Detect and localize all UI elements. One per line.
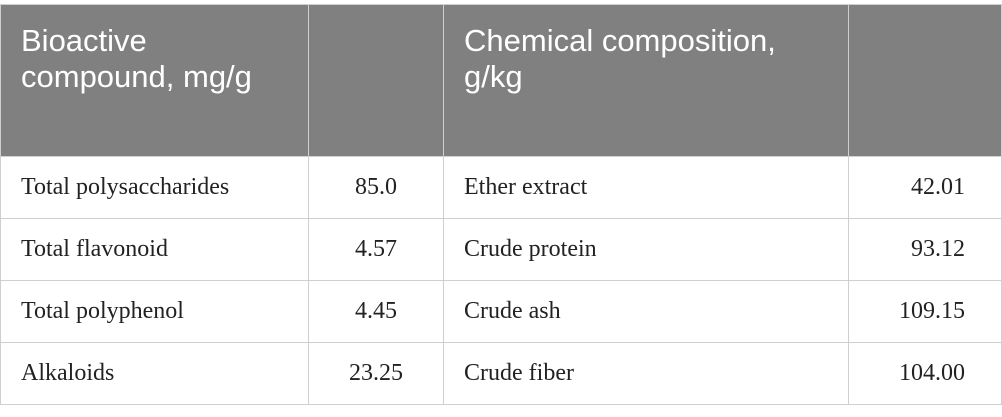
header-cell: Bioactive compound, mg/g	[0, 4, 309, 157]
header-cell	[308, 4, 444, 157]
label-cell: Crude ash	[443, 280, 849, 343]
table-row: Alkaloids 23.25 Crude fiber 104.00	[0, 342, 1002, 405]
value-cell: 85.0	[308, 156, 444, 219]
table-row: Total polysaccharides 85.0 Ether extract 42…	[0, 156, 1002, 219]
header-row: Bioactive compound, mg/g Chemical compos…	[0, 4, 1002, 157]
table: Bioactive compound, mg/g Chemical compos…	[0, 4, 1002, 405]
value-cell: 4.45	[308, 280, 444, 343]
value-cell: 104.00	[848, 342, 1002, 405]
label-cell: Total polyphenol	[0, 280, 309, 343]
value-cell: 4.57	[308, 218, 444, 281]
table-row: Total polyphenol 4.45 Crude ash 109.15	[0, 280, 1002, 343]
table-body: Total polysaccharides 85.0 Ether extract 42…	[0, 156, 1002, 405]
value-cell: 42.01	[848, 156, 1002, 219]
label-cell: Crude protein	[443, 218, 849, 281]
label-cell: Total polysaccharides	[0, 156, 309, 219]
label-cell: Ether extract	[443, 156, 849, 219]
value-cell: 93.12	[848, 218, 1002, 281]
value-cell: 23.25	[308, 342, 444, 405]
table-row: Total flavonoid 4.57 Crude protein 93.12	[0, 218, 1002, 281]
header-cell	[848, 4, 1002, 157]
header-cell: Chemical composition, g/kg	[443, 4, 849, 157]
value-cell: 109.15	[848, 280, 1002, 343]
label-cell: Crude fiber	[443, 342, 849, 405]
label-cell: Total flavonoid	[0, 218, 309, 281]
label-cell: Alkaloids	[0, 342, 309, 405]
